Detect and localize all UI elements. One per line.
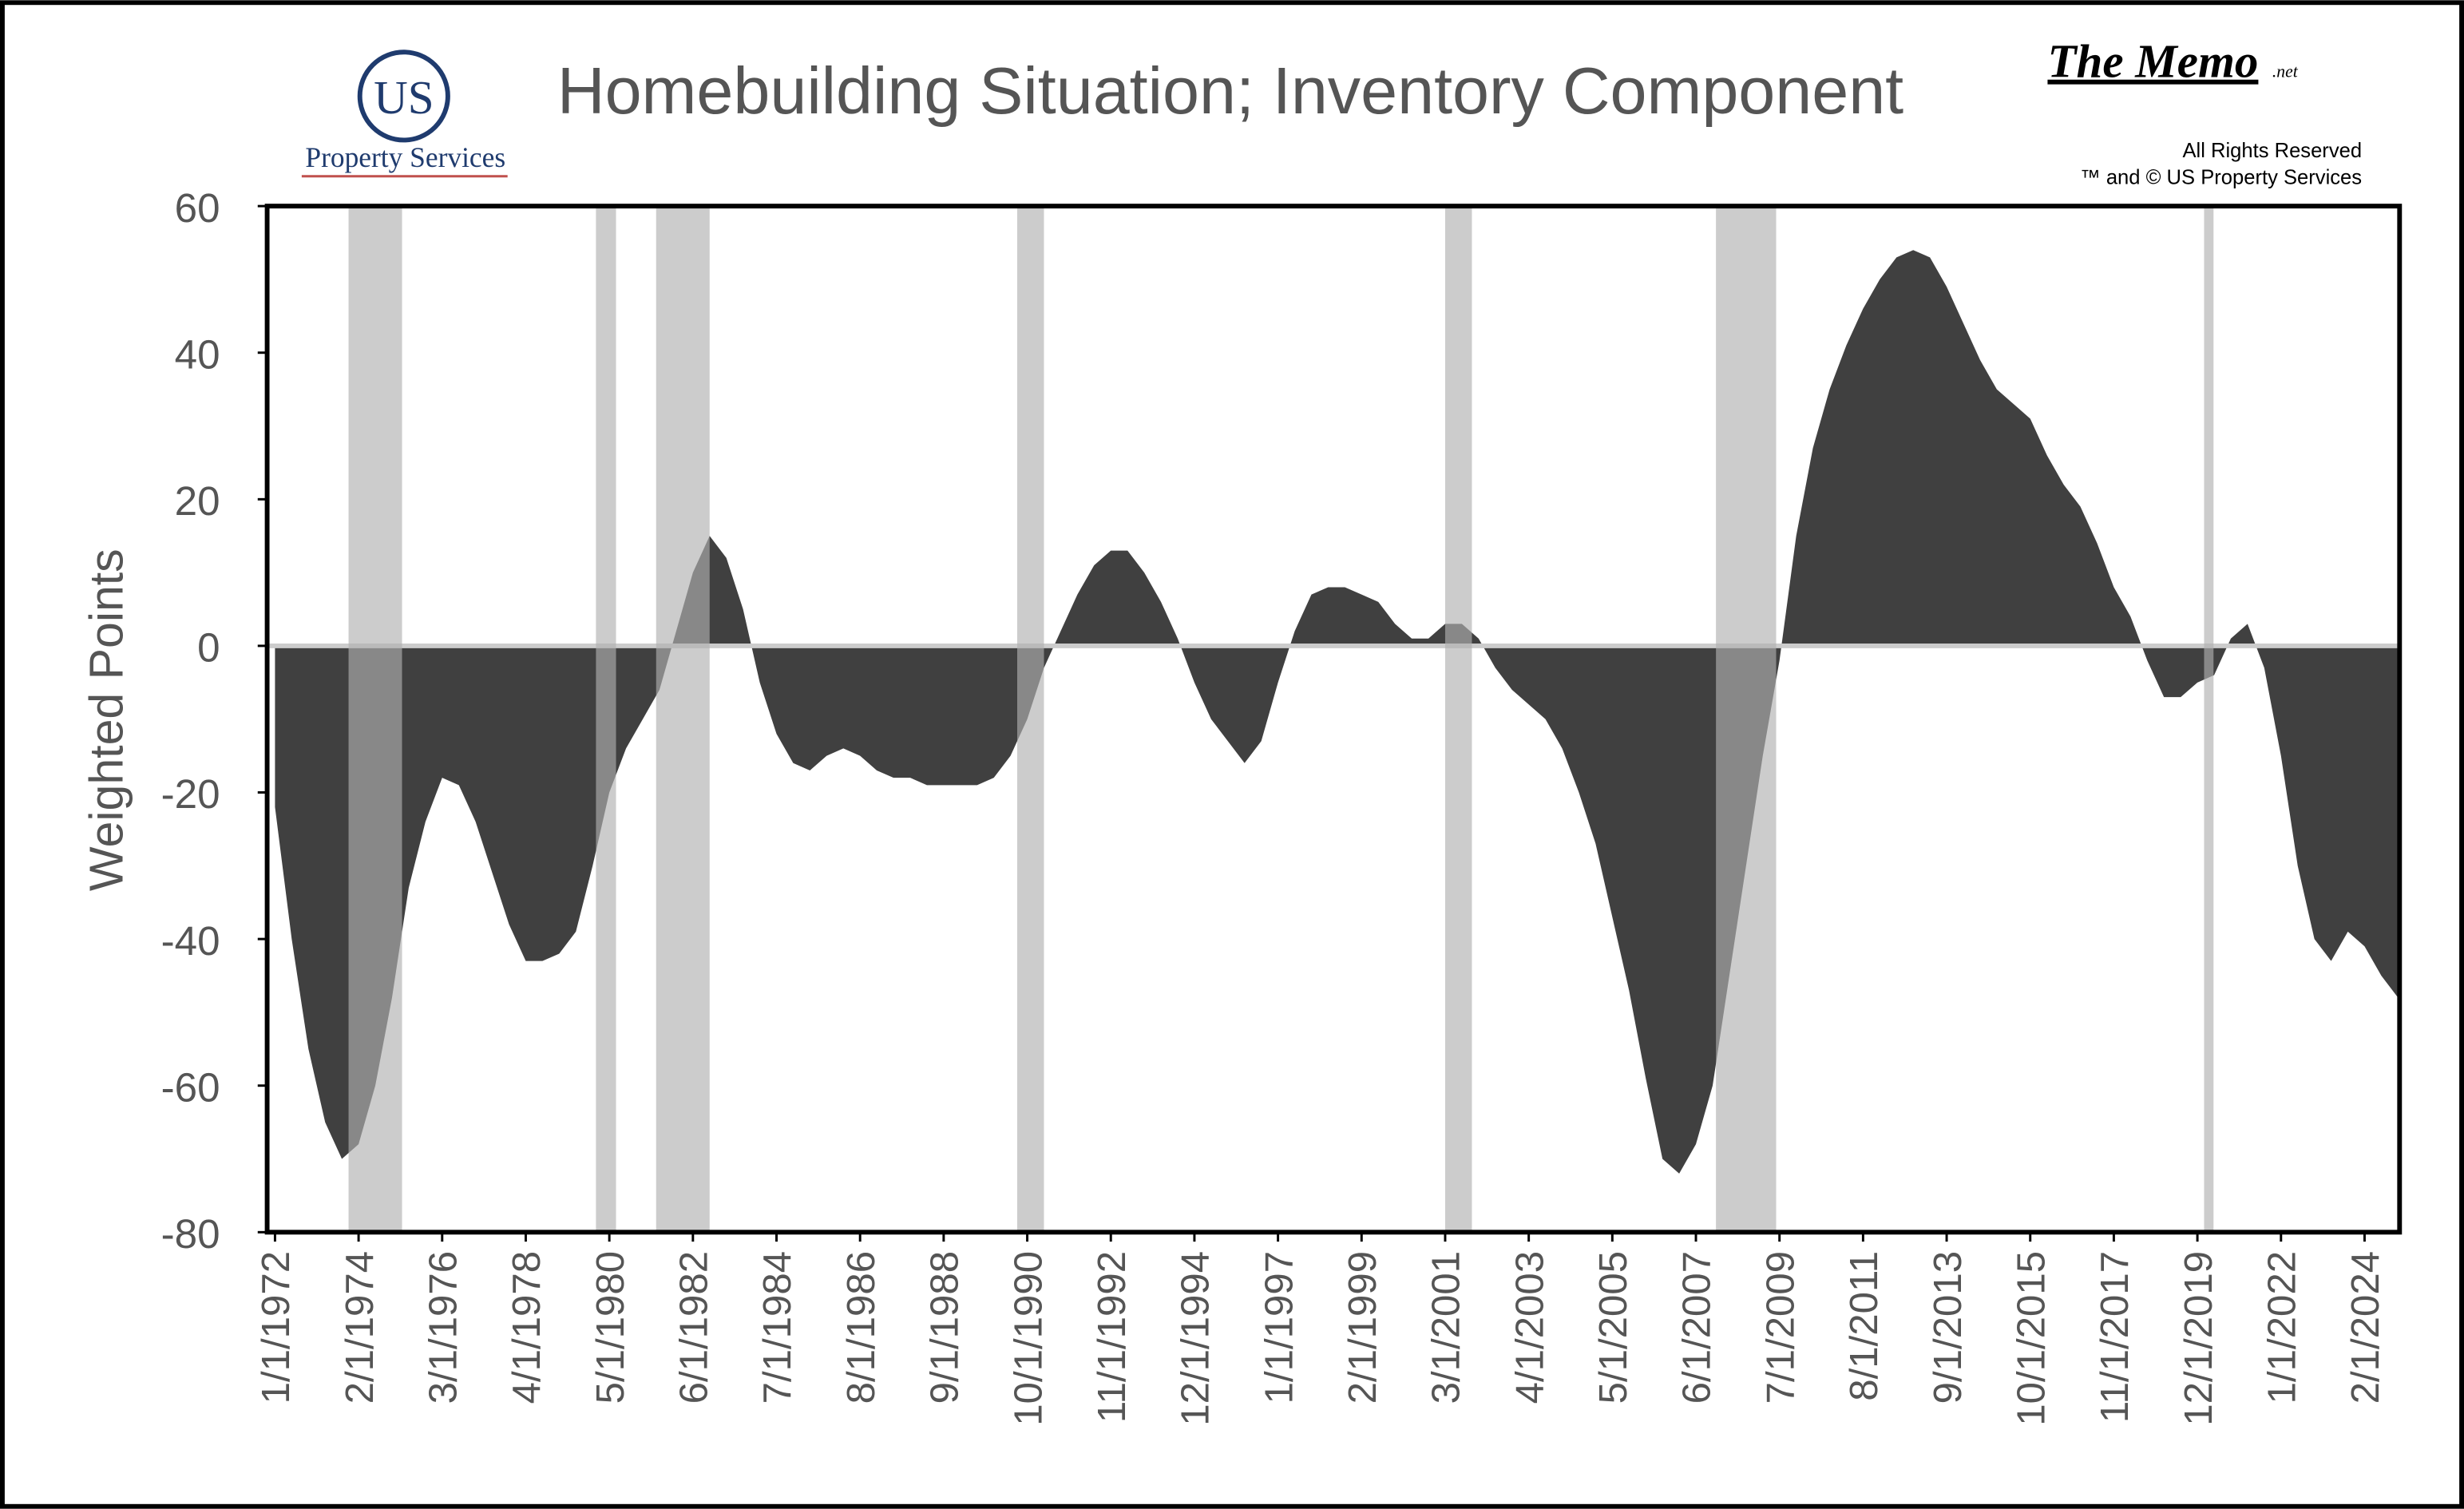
recession-band: [596, 206, 616, 1233]
recession-band: [348, 206, 402, 1233]
recession-band: [1716, 206, 1777, 1233]
y-tick-label: 0: [197, 625, 220, 671]
y-axis-label: Weighted Points: [81, 549, 133, 891]
y-tick-label: 60: [175, 185, 220, 231]
x-tick-label: 3/1/1976: [421, 1251, 465, 1404]
plot-frame: [264, 204, 2403, 1235]
x-tick-label: 10/1/2015: [2009, 1251, 2053, 1426]
logo-sub: Property Services: [305, 141, 505, 173]
recession-band: [656, 206, 710, 1233]
x-tick-label: 4/1/2003: [1507, 1251, 1551, 1404]
x-tick-label: 12/1/2019: [2177, 1251, 2220, 1426]
x-tick-label: 2/1/2024: [2343, 1251, 2387, 1404]
x-tick-label: 4/1/1978: [505, 1251, 549, 1404]
brand-suffix: .net: [2272, 62, 2299, 81]
y-tick-label: -20: [161, 771, 220, 817]
brand: The Memo: [2047, 35, 2258, 88]
x-tick-label: 11/1/1992: [1090, 1251, 1134, 1423]
x-tick-label: 3/1/2001: [1424, 1251, 1468, 1404]
x-tick-label: 11/1/2017: [2093, 1251, 2137, 1423]
x-tick-label: 9/1/2013: [1926, 1251, 1970, 1404]
x-tick-label: 6/1/2007: [1675, 1251, 1719, 1404]
y-tick-label: 20: [175, 478, 220, 524]
y-tick-label: -80: [161, 1211, 220, 1257]
recession-band: [1016, 206, 1044, 1233]
x-tick-label: 9/1/1988: [923, 1251, 967, 1404]
x-tick-label: 7/1/1984: [755, 1251, 799, 1404]
x-tick-label: 2/1/1974: [338, 1251, 382, 1404]
y-tick-label: 40: [175, 331, 220, 377]
x-tick-label: 1/1/1972: [254, 1251, 298, 1404]
y-tick-label: -40: [161, 918, 220, 964]
chart-title: Homebuilding Situation; Inventory Compon…: [557, 53, 1903, 128]
y-tick-label: -60: [161, 1064, 220, 1110]
rights: All Rights Reserved: [2182, 140, 2362, 162]
x-tick-label: 6/1/1982: [672, 1251, 716, 1404]
x-tick-label: 8/1/1986: [839, 1251, 883, 1404]
logo: US: [374, 71, 434, 124]
x-tick-label: 5/1/1980: [588, 1251, 632, 1404]
recession-band: [2204, 206, 2214, 1233]
x-tick-label: 8/1/2011: [1842, 1251, 1886, 1401]
x-tick-label: 1/1/2022: [2260, 1251, 2304, 1404]
area: [275, 250, 2399, 1174]
x-tick-label: 10/1/1990: [1006, 1251, 1050, 1426]
logo-ring: [357, 50, 450, 143]
recession-band: [1444, 206, 1472, 1233]
x-tick-label: 1/1/1997: [1257, 1251, 1301, 1404]
x-tick-label: 5/1/2005: [1591, 1251, 1635, 1404]
x-tick-label: 2/1/1999: [1341, 1251, 1385, 1404]
copyright: ™ and © US Property Services: [2080, 167, 2362, 189]
x-tick-label: 12/1/1994: [1174, 1251, 1218, 1426]
x-tick-label: 7/1/2009: [1758, 1251, 1802, 1404]
